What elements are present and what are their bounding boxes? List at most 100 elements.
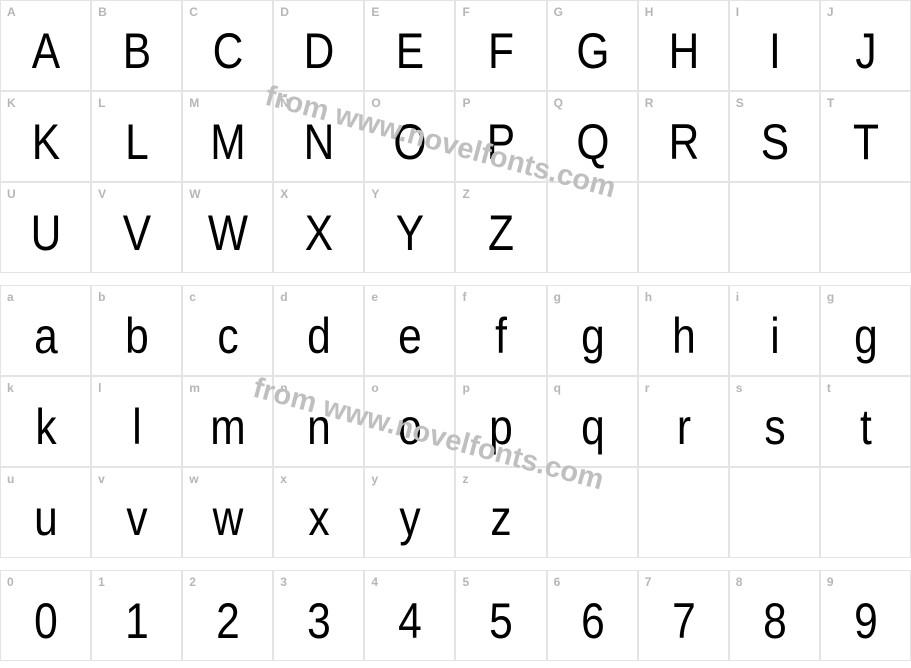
glyph-cell-glyph: W — [190, 183, 266, 272]
glyph-cell-glyph: v — [99, 468, 175, 557]
glyph-cell — [820, 467, 911, 558]
glyph-cell-glyph: 6 — [554, 571, 630, 660]
glyph-cell: 11 — [91, 570, 182, 661]
glyph-cell: ww — [182, 467, 273, 558]
glyph-cell-glyph: i — [736, 286, 812, 375]
glyph-cell: QQ — [547, 91, 638, 182]
glyph-cell-glyph — [554, 468, 630, 557]
glyph-cell — [638, 182, 729, 273]
glyph-cell: TT — [820, 91, 911, 182]
glyph-cell-glyph: 7 — [645, 571, 721, 660]
glyph-cell-glyph: a — [8, 286, 84, 375]
glyph-cell-glyph: T — [828, 92, 904, 181]
sections-host: AABBCCDDEEFFGGHHIIJJKKLLMMNNOOPPQQRRSSTT… — [0, 0, 911, 661]
glyph-cell: gg — [820, 285, 911, 376]
glyph-cell-glyph: U — [8, 183, 84, 272]
glyph-cell: ee — [364, 285, 455, 376]
glyph-cell: XX — [273, 182, 364, 273]
glyph-cell-glyph: d — [281, 286, 357, 375]
glyph-cell: 00 — [0, 570, 91, 661]
glyph-cell-glyph: P — [463, 92, 539, 181]
glyph-cell-glyph: g — [828, 286, 904, 375]
glyph-cell-glyph: 9 — [828, 571, 904, 660]
glyph-cell: uu — [0, 467, 91, 558]
glyph-cell: 22 — [182, 570, 273, 661]
font-character-map: AABBCCDDEEFFGGHHIIJJKKLLMMNNOOPPQQRRSSTT… — [0, 0, 911, 668]
glyph-cell-glyph: m — [190, 377, 266, 466]
glyph-cell-glyph — [828, 183, 904, 272]
glyph-cell — [547, 182, 638, 273]
glyph-cell: 44 — [364, 570, 455, 661]
glyph-cell-glyph — [554, 183, 630, 272]
glyph-cell-glyph — [645, 468, 721, 557]
glyph-cell: hh — [638, 285, 729, 376]
glyph-cell: zz — [455, 467, 546, 558]
glyph-cell: 88 — [729, 570, 820, 661]
glyph-cell: yy — [364, 467, 455, 558]
glyph-cell: YY — [364, 182, 455, 273]
section-uppercase: AABBCCDDEEFFGGHHIIJJKKLLMMNNOOPPQQRRSSTT… — [0, 0, 911, 273]
glyph-cell-glyph: Q — [554, 92, 630, 181]
glyph-cell-glyph: y — [372, 468, 448, 557]
glyph-cell-glyph: s — [736, 377, 812, 466]
glyph-cell: 77 — [638, 570, 729, 661]
glyph-cell-glyph: c — [190, 286, 266, 375]
glyph-cell-glyph: x — [281, 468, 357, 557]
section-lowercase: aabbccddeeffgghhiiggkkllmmnnooppqqrrsstt… — [0, 285, 911, 558]
glyph-cell-glyph: 4 — [372, 571, 448, 660]
glyph-cell: ii — [729, 285, 820, 376]
glyph-cell — [547, 467, 638, 558]
glyph-cell: aa — [0, 285, 91, 376]
glyph-cell-glyph — [736, 468, 812, 557]
glyph-cell: WW — [182, 182, 273, 273]
glyph-cell-glyph: z — [463, 468, 539, 557]
glyph-cell-glyph: l — [99, 377, 175, 466]
glyph-cell: kk — [0, 376, 91, 467]
glyph-cell-glyph: F — [463, 1, 539, 90]
glyph-cell: cc — [182, 285, 273, 376]
glyph-cell: BB — [91, 0, 182, 91]
glyph-cell-glyph: C — [190, 1, 266, 90]
glyph-cell: 99 — [820, 570, 911, 661]
glyph-cell-glyph: M — [190, 92, 266, 181]
glyph-cell: VV — [91, 182, 182, 273]
glyph-cell: mm — [182, 376, 273, 467]
glyph-cell: FF — [455, 0, 546, 91]
glyph-cell-glyph: p — [463, 377, 539, 466]
glyph-cell-glyph: 1 — [99, 571, 175, 660]
glyph-cell: LL — [91, 91, 182, 182]
glyph-cell: 66 — [547, 570, 638, 661]
glyph-cell-glyph: Y — [372, 183, 448, 272]
glyph-cell-glyph — [828, 468, 904, 557]
glyph-cell: oo — [364, 376, 455, 467]
glyph-cell-glyph: H — [645, 1, 721, 90]
glyph-cell: vv — [91, 467, 182, 558]
glyph-cell-glyph: b — [99, 286, 175, 375]
glyph-cell-glyph: X — [281, 183, 357, 272]
glyph-cell: PP — [455, 91, 546, 182]
glyph-cell-glyph: q — [554, 377, 630, 466]
glyph-cell-glyph: R — [645, 92, 721, 181]
glyph-cell-glyph: J — [828, 1, 904, 90]
glyph-cell — [729, 182, 820, 273]
glyph-cell-glyph: n — [281, 377, 357, 466]
glyph-cell-glyph: D — [281, 1, 357, 90]
glyph-cell: MM — [182, 91, 273, 182]
glyph-cell-glyph: o — [372, 377, 448, 466]
glyph-cell: qq — [547, 376, 638, 467]
glyph-cell-glyph: I — [736, 1, 812, 90]
glyph-cell-glyph: g — [554, 286, 630, 375]
glyph-cell: CC — [182, 0, 273, 91]
glyph-cell-glyph: w — [190, 468, 266, 557]
glyph-cell-glyph: h — [645, 286, 721, 375]
glyph-cell-glyph: r — [645, 377, 721, 466]
glyph-cell-glyph: B — [99, 1, 175, 90]
glyph-cell: ss — [729, 376, 820, 467]
glyph-cell: JJ — [820, 0, 911, 91]
glyph-cell-glyph: Z — [463, 183, 539, 272]
glyph-cell-glyph: L — [99, 92, 175, 181]
glyph-cell: rr — [638, 376, 729, 467]
glyph-cell-glyph: u — [8, 468, 84, 557]
glyph-cell-glyph: N — [281, 92, 357, 181]
glyph-cell: GG — [547, 0, 638, 91]
